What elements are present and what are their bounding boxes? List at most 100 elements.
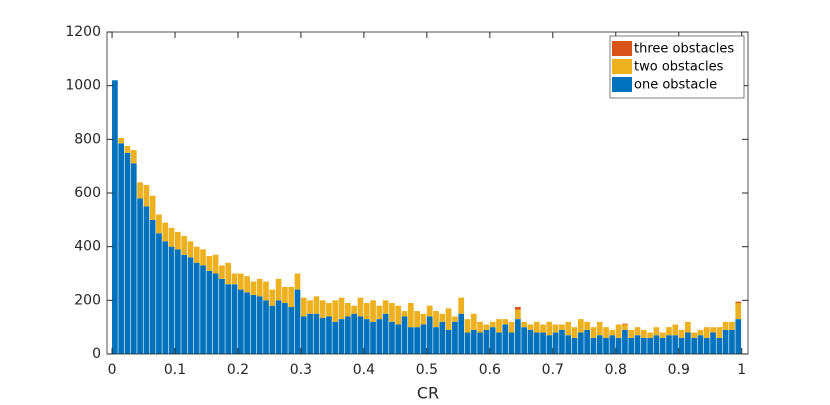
bar-segment	[515, 309, 521, 320]
bar-segment	[275, 300, 282, 354]
bar-segment	[552, 332, 559, 354]
bar-segment	[219, 265, 225, 279]
bar-segment	[193, 262, 200, 354]
x-tick-label: 0.6	[479, 362, 501, 378]
bar-segment	[175, 231, 181, 250]
x-tick-label: 0.8	[605, 362, 627, 378]
bar-segment	[363, 319, 370, 354]
bar-segment	[685, 332, 691, 354]
bar-segment	[162, 241, 169, 354]
bar-segment	[433, 311, 439, 328]
bar-segment	[697, 329, 704, 336]
bar-segment	[527, 329, 534, 354]
bar-segment	[263, 281, 269, 301]
bar-segment	[181, 254, 187, 354]
bar-segment	[609, 329, 616, 336]
bar-segment	[219, 278, 225, 354]
bar-segment	[143, 184, 150, 207]
bar-segment	[716, 337, 723, 354]
bar-segment	[483, 324, 490, 330]
bar-segment	[710, 327, 716, 333]
bar-segment	[212, 254, 219, 274]
bar-segment	[691, 337, 698, 354]
bar-segment	[546, 335, 553, 354]
bar-segment	[647, 337, 653, 354]
bar-segment	[470, 329, 477, 354]
bar-segment	[577, 332, 584, 354]
bar-segment	[640, 329, 647, 338]
bar-segment	[407, 303, 414, 328]
bar-segment	[225, 262, 232, 285]
bar-segment	[540, 332, 546, 354]
legend-swatch	[612, 77, 632, 92]
bar-segment	[691, 332, 698, 338]
bar-segment	[590, 327, 597, 338]
bar-segment	[376, 305, 383, 320]
x-tick-label: 1	[737, 362, 746, 378]
bar-segment	[263, 300, 269, 354]
x-tick-label: 0.1	[164, 362, 186, 378]
bar-segment	[282, 303, 288, 354]
bar-segment	[571, 327, 578, 338]
bar-segment	[389, 303, 395, 322]
bar-segment	[433, 327, 439, 354]
bar-segment	[212, 273, 219, 354]
bar-segment	[338, 297, 345, 320]
bar-segment	[382, 300, 389, 314]
bar-segment	[634, 335, 641, 354]
bar-segment	[332, 321, 339, 354]
bar-segment	[546, 321, 553, 336]
bar-segment	[640, 337, 647, 354]
bar-segment	[477, 332, 483, 354]
bar-segment	[370, 300, 376, 322]
bar-segment	[577, 319, 584, 333]
bar-segment	[420, 313, 427, 325]
bar-segment	[489, 321, 496, 328]
bar-segment	[300, 316, 307, 354]
bar-segment	[672, 324, 679, 336]
bar-segment	[533, 321, 540, 333]
bar-segment	[653, 327, 660, 336]
bar-segment	[596, 335, 603, 354]
bar-segment	[489, 327, 496, 354]
bar-segment	[496, 332, 502, 354]
legend-label: two obstacles	[634, 60, 724, 75]
bar-segment	[294, 289, 301, 354]
y-tick-label: 600	[74, 185, 101, 201]
bar-segment	[470, 313, 477, 330]
bar-segment	[200, 249, 206, 266]
bar-segment	[722, 321, 729, 330]
bar-segment	[659, 337, 666, 354]
bar-segment	[452, 321, 458, 354]
bar-segment	[244, 292, 250, 354]
bar-segment	[345, 303, 351, 317]
bar-segment	[527, 324, 534, 330]
bar-segment	[168, 246, 175, 354]
bar-segment	[363, 303, 370, 320]
y-tick-label: 400	[74, 239, 101, 255]
bar-segment	[565, 335, 572, 354]
bar-segment	[118, 143, 125, 354]
bar-segment	[168, 227, 175, 247]
bar-segment	[426, 305, 433, 317]
bar-segment	[282, 286, 288, 304]
bar-segment	[685, 321, 691, 333]
bar-segment	[124, 152, 131, 354]
bar-segment	[401, 316, 408, 354]
legend-label: three obstacles	[634, 42, 734, 57]
bar-segment	[288, 307, 295, 354]
bar-segment	[407, 327, 414, 354]
bar-segment	[603, 327, 609, 338]
bar-segment	[137, 198, 143, 354]
y-tick-label: 800	[74, 131, 101, 147]
x-tick-label: 0.3	[290, 362, 312, 378]
bar-segment	[533, 332, 540, 354]
bar-segment	[735, 303, 742, 320]
bar-segment	[426, 316, 433, 354]
bar-segment	[464, 319, 471, 333]
bar-segment	[187, 241, 194, 258]
bar-segment	[590, 337, 597, 354]
bar-segment	[237, 289, 244, 354]
bar-segment	[389, 321, 395, 354]
